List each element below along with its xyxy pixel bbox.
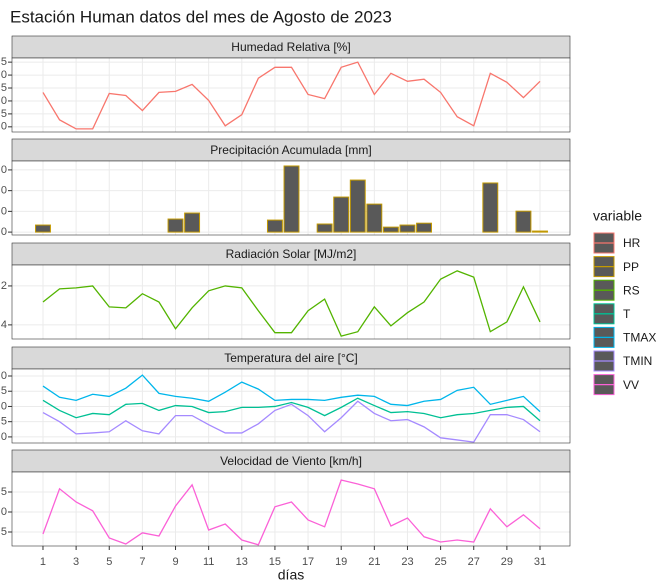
y-tick-label: 2 (1, 280, 7, 292)
bar (349, 179, 366, 233)
bar (416, 222, 432, 233)
y-tick-label: 0 (1, 69, 7, 81)
legend-title: variable (593, 208, 642, 224)
bar (515, 210, 532, 233)
x-tick-label: 11 (203, 556, 214, 568)
y-tick-label: 4 (1, 319, 7, 331)
bar (167, 218, 184, 233)
line (42, 270, 541, 337)
bar (366, 203, 383, 233)
legend-label: RS (623, 283, 640, 297)
strip-label: Humedad Relativa [%] (231, 40, 350, 54)
x-tick-label: 17 (302, 556, 314, 568)
strip-label: Precipitación Acumulada [mm] (210, 143, 371, 157)
x-tick-label: 19 (335, 556, 347, 568)
y-tick-label: 5 (1, 108, 7, 120)
x-tick-label: 9 (172, 556, 178, 568)
x-tick-label: 1 (40, 556, 46, 568)
panel-border (11, 264, 571, 340)
y-tick-label: 5 (1, 385, 7, 397)
x-tick-label: 25 (434, 556, 446, 568)
y-tick-label: 0 (1, 121, 7, 133)
bar (382, 226, 399, 233)
bar (266, 219, 283, 233)
bar (283, 165, 300, 233)
strip-label: Velocidad de Viento [km/h] (220, 454, 362, 468)
x-tick-label: 5 (106, 556, 112, 568)
legend-label: TMIN (623, 354, 652, 368)
x-tick-label: 13 (236, 556, 248, 568)
line (42, 397, 541, 422)
strip-label: Temperatura del aire [°C] (224, 351, 358, 365)
y-tick-label: 5 (1, 82, 7, 94)
x-tick-label: 3 (73, 556, 79, 568)
bar (333, 196, 350, 233)
y-tick-label: 5 (1, 416, 7, 428)
legend-label: T (623, 307, 631, 321)
y-tick-label: 5 (1, 56, 7, 68)
bar (482, 182, 499, 233)
x-tick-label: 31 (534, 556, 546, 568)
y-tick-label: 0 (1, 431, 7, 443)
line (42, 479, 541, 546)
strip-label: Radiación Solar [MJ/m2] (226, 247, 357, 261)
x-tick-label: 27 (468, 556, 480, 568)
x-tick-label: 7 (139, 556, 145, 568)
legend-label: PP (623, 260, 639, 274)
y-tick-label: 0 (1, 185, 7, 197)
bar (35, 224, 51, 233)
y-tick-label: 0 (1, 226, 7, 238)
line (42, 61, 541, 130)
x-tick-label: 21 (368, 556, 380, 568)
legend-label: TMAX (623, 331, 656, 345)
chart-title: Estación Human datos del mes de Agosto d… (10, 7, 392, 26)
bar (532, 230, 548, 233)
panel-border (11, 160, 571, 236)
bar (399, 224, 416, 233)
y-tick-label: 0 (1, 205, 7, 217)
line (42, 400, 541, 443)
y-tick-label: 0 (1, 164, 7, 176)
x-axis-title: días (278, 567, 304, 582)
bar (316, 223, 333, 233)
panel-border (11, 57, 571, 133)
panel (12, 472, 570, 546)
x-tick-label: 15 (269, 556, 281, 568)
y-tick-label: 0 (1, 370, 7, 382)
legend-label: VV (623, 378, 639, 392)
legend-label: HR (623, 236, 641, 250)
panel (12, 58, 570, 132)
y-tick-label: 5 (1, 486, 7, 498)
x-tick-label: 29 (501, 556, 513, 568)
y-tick-label: 0 (1, 95, 7, 107)
line (42, 374, 541, 413)
x-tick-label: 23 (401, 556, 413, 568)
bar (184, 212, 201, 233)
y-tick-label: 0 (1, 400, 7, 412)
y-tick-label: 0 (1, 506, 7, 518)
panel-border (11, 471, 571, 547)
panel-border (11, 368, 571, 444)
y-tick-label: 5 (1, 526, 7, 538)
panel (12, 265, 570, 339)
